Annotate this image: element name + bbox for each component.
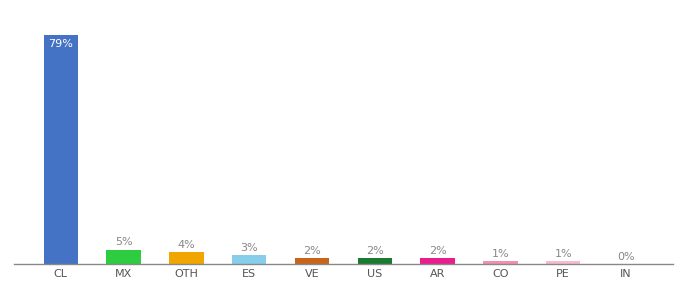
Bar [106, 250, 141, 264]
Bar [232, 255, 267, 264]
Text: 4%: 4% [177, 240, 195, 250]
Text: 79%: 79% [48, 39, 73, 50]
Text: 5%: 5% [115, 237, 133, 247]
Text: 2%: 2% [366, 246, 384, 256]
Bar [169, 252, 204, 264]
Bar [294, 258, 329, 264]
Text: 0%: 0% [617, 252, 634, 262]
Bar [483, 261, 517, 264]
Bar [420, 258, 455, 264]
Text: 3%: 3% [241, 243, 258, 253]
Bar [44, 35, 78, 264]
Text: 1%: 1% [492, 249, 509, 259]
Bar [358, 258, 392, 264]
Text: 2%: 2% [428, 246, 447, 256]
Bar [546, 261, 581, 264]
Text: 2%: 2% [303, 246, 321, 256]
Text: 1%: 1% [554, 249, 572, 259]
